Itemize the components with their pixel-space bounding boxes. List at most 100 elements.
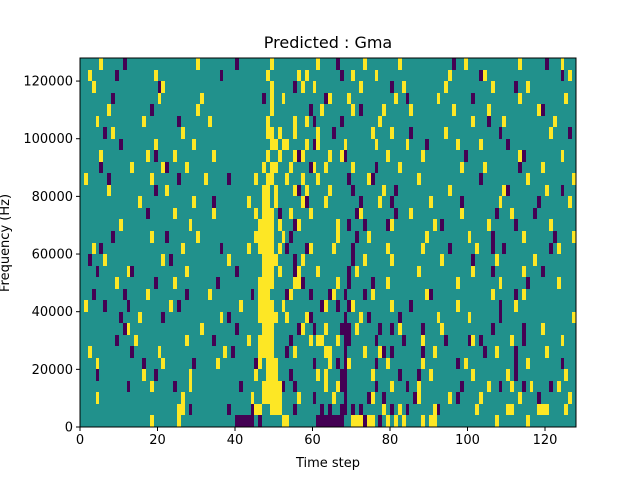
heatmap-cell-low bbox=[185, 289, 189, 300]
heatmap-cell-high bbox=[324, 196, 328, 208]
heatmap-cell-low bbox=[487, 116, 491, 127]
heatmap-cell-high bbox=[285, 173, 289, 185]
heatmap-cell-high bbox=[278, 404, 282, 415]
heatmap-cell-low bbox=[390, 81, 394, 93]
heatmap-cell-high bbox=[92, 81, 96, 93]
heatmap-cell-high bbox=[96, 392, 99, 404]
heatmap-cell-high bbox=[305, 70, 309, 81]
heatmap-cell-high bbox=[506, 369, 510, 381]
heatmap-cell-high bbox=[84, 300, 88, 312]
heatmap-cell-high bbox=[390, 219, 394, 231]
heatmap-cell-low bbox=[154, 369, 158, 381]
heatmap-cell-high bbox=[119, 219, 123, 231]
heatmap-cell-high bbox=[189, 219, 192, 231]
heatmap-cell-high bbox=[258, 300, 262, 312]
heatmap-cell-high bbox=[421, 150, 425, 162]
heatmap-cell-low bbox=[347, 173, 351, 185]
heatmap-cell-low bbox=[344, 358, 347, 369]
heatmap-cell-high bbox=[433, 219, 437, 231]
x-tick-label: 40 bbox=[227, 433, 244, 448]
heatmap-cell-low bbox=[119, 312, 123, 323]
heatmap-cell-high bbox=[270, 93, 274, 104]
heatmap-cell-high bbox=[266, 219, 270, 231]
heatmap-cell-high bbox=[301, 81, 305, 93]
heatmap-cell-high bbox=[518, 93, 522, 104]
heatmap-cell-low bbox=[518, 162, 522, 173]
heatmap-cell-high bbox=[107, 185, 111, 196]
y-tick-label: 60000 bbox=[32, 248, 73, 263]
heatmap-cell-low bbox=[406, 93, 409, 104]
heatmap-cell-high bbox=[146, 289, 150, 300]
heatmap-cell-high bbox=[305, 139, 309, 150]
heatmap-cell-high bbox=[444, 127, 448, 139]
heatmap-cell-low bbox=[324, 415, 328, 427]
heatmap-cell-low bbox=[344, 150, 347, 162]
heatmap-cell-high bbox=[301, 196, 305, 208]
heatmap-cell-high bbox=[223, 346, 227, 358]
heatmap-cell-high bbox=[433, 415, 437, 427]
heatmap-cell-high bbox=[541, 404, 545, 415]
heatmap-cell-high bbox=[309, 208, 313, 219]
heatmap-cell-high bbox=[297, 266, 301, 277]
heatmap-cell-low bbox=[344, 312, 347, 323]
heatmap-cell-low bbox=[537, 196, 541, 208]
heatmap-cell-high bbox=[185, 162, 189, 173]
heatmap-cell-high bbox=[278, 219, 282, 231]
heatmap-cell-low bbox=[235, 266, 239, 277]
heatmap-cell-low bbox=[123, 289, 127, 300]
heatmap-cell-high bbox=[394, 93, 398, 104]
heatmap-cell-low bbox=[499, 381, 502, 392]
heatmap-cell-high bbox=[502, 185, 506, 196]
y-axis-label: Frequency (Hz) bbox=[0, 194, 13, 292]
heatmap-cell-low bbox=[305, 196, 309, 208]
heatmap-cell-low bbox=[103, 127, 107, 139]
heatmap-cell-high bbox=[433, 346, 437, 358]
heatmap-cell-high bbox=[382, 404, 386, 415]
heatmap-cell-low bbox=[347, 277, 351, 289]
heatmap-cell-high bbox=[437, 93, 440, 104]
heatmap-cell-low bbox=[154, 185, 158, 196]
heatmap-cell-high bbox=[305, 116, 309, 127]
heatmap-cell-low bbox=[239, 415, 243, 427]
heatmap-cell-high bbox=[456, 277, 460, 289]
heatmap-cell-high bbox=[367, 231, 371, 243]
heatmap-cell-low bbox=[491, 243, 495, 254]
heatmap-cell-high bbox=[316, 139, 320, 150]
heatmap-cell-high bbox=[510, 208, 514, 219]
heatmap-cell-low bbox=[173, 381, 177, 392]
heatmap-cell-low bbox=[212, 335, 216, 346]
heatmap-cell-low bbox=[313, 323, 316, 335]
heatmap-cell-high bbox=[262, 335, 266, 346]
heatmap-cell-high bbox=[282, 300, 285, 312]
heatmap-cell-high bbox=[464, 58, 468, 70]
heatmap-cell-high bbox=[266, 196, 270, 208]
heatmap-cell-low bbox=[375, 381, 378, 392]
heatmap-cell-low bbox=[309, 162, 313, 173]
heatmap-cell-low bbox=[421, 323, 425, 335]
heatmap-cell-low bbox=[491, 266, 495, 277]
heatmap-cell-low bbox=[417, 369, 421, 381]
heatmap-cell-low bbox=[448, 243, 452, 254]
heatmap-cell-high bbox=[541, 323, 545, 335]
heatmap-cell-high bbox=[297, 277, 301, 289]
heatmap-cell-high bbox=[375, 70, 378, 81]
heatmap-cell-high bbox=[146, 150, 150, 162]
heatmap-cell-high bbox=[173, 208, 177, 219]
heatmap-cell-high bbox=[262, 208, 266, 219]
heatmap-cell-high bbox=[169, 300, 173, 312]
heatmap-cell-low bbox=[390, 196, 394, 208]
heatmap-cell-low bbox=[495, 208, 499, 219]
heatmap-cell-high bbox=[266, 266, 270, 277]
heatmap-cell-high bbox=[541, 162, 545, 173]
heatmap-cell-low bbox=[545, 58, 549, 70]
heatmap-cell-high bbox=[301, 173, 305, 185]
heatmap-cell-low bbox=[123, 323, 127, 335]
heatmap-cell-low bbox=[103, 300, 107, 312]
heatmap-cell-low bbox=[227, 173, 231, 185]
heatmap-cell-high bbox=[165, 185, 169, 196]
heatmap-cell-high bbox=[371, 289, 375, 300]
heatmap-cell-high bbox=[274, 381, 278, 392]
heatmap-cell-high bbox=[378, 196, 382, 208]
heatmap-cell-high bbox=[258, 358, 262, 369]
heatmap-cell-low bbox=[293, 404, 297, 415]
